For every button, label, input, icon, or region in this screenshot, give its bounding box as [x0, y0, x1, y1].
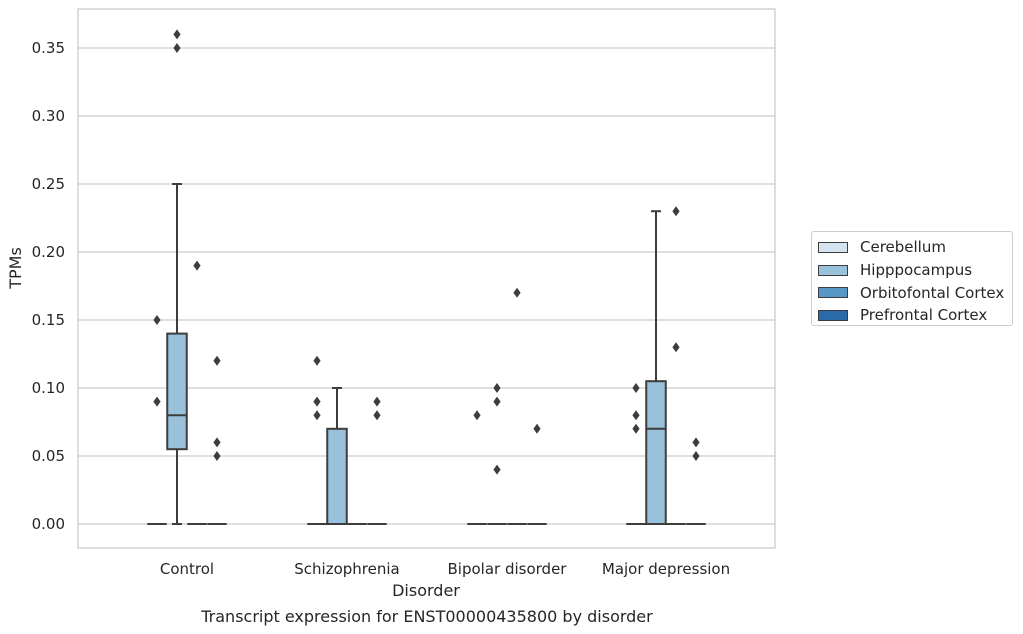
box-group: [307, 355, 327, 525]
plot-frame: [77, 8, 776, 549]
x-axis-label: Disorder: [392, 581, 460, 600]
y-axis-ticks: 0.00 0.05 0.10 0.15 0.20 0.25 0.30 0.35: [32, 39, 65, 533]
outlier-point: [473, 410, 481, 421]
legend-label: Cerebellum: [860, 238, 946, 257]
box: [166, 332, 188, 451]
box-group: [645, 210, 667, 526]
legend-swatch: [818, 241, 848, 253]
legend-swatch: [818, 264, 848, 276]
outlier-point: [493, 383, 501, 393]
outlier-point: [193, 260, 201, 271]
box: [645, 380, 667, 526]
box-group: [666, 206, 686, 525]
legend-label: Prefrontal Cortex: [860, 306, 988, 325]
x-tick-label: Control: [160, 560, 214, 578]
x-tick-label: Schizophrenia: [294, 560, 399, 578]
outlier-point: [213, 451, 221, 461]
y-tick-label: 0.30: [32, 107, 65, 125]
gridlines: [78, 47, 775, 525]
outlier-point: [213, 355, 221, 366]
y-tick-label: 0.15: [32, 311, 65, 329]
y-tick-label: 0.10: [32, 379, 65, 397]
outlier-point: [632, 410, 640, 421]
y-tick-label: 0.25: [32, 175, 65, 193]
box-groups: [147, 29, 706, 526]
outlier-point: [632, 383, 640, 393]
box-group: [147, 315, 167, 525]
outlier-point: [153, 396, 161, 407]
y-axis-label: TPMs: [6, 247, 25, 290]
box: [326, 427, 348, 525]
outlier-point: [173, 43, 181, 53]
box-group: [467, 410, 487, 525]
legend-label: Orbitofontal Cortex: [860, 283, 1005, 302]
box-group: [326, 387, 348, 525]
box-group: [367, 396, 387, 525]
outlier-point: [493, 396, 501, 407]
outlier-point: [313, 396, 321, 407]
legend-item: Hipppocampus: [818, 259, 1012, 282]
legend-label: Hipppocampus: [860, 261, 973, 280]
y-tick-label: 0.20: [32, 243, 65, 261]
legend-item: Cerebellum: [818, 236, 1012, 259]
outlier-point: [313, 410, 321, 421]
x-tick-label: Major depression: [602, 560, 730, 578]
outlier-point: [373, 410, 381, 421]
outlier-point: [672, 342, 680, 353]
legend: Cerebellum Hipppocampus Orbitofontal Corte…: [811, 231, 1013, 326]
outlier-point: [373, 396, 381, 407]
box-group: [527, 423, 547, 525]
box-group: [187, 260, 207, 525]
outlier-point: [672, 206, 680, 217]
outlier-point: [313, 355, 321, 366]
box-group: [166, 29, 188, 525]
chart-caption: Transcript expression for ENST0000043580…: [200, 607, 653, 626]
outlier-point: [213, 437, 221, 448]
x-axis-ticks: Control Schizophrenia Bipolar disorder Majo…: [160, 560, 730, 578]
y-tick-label: 0.35: [32, 39, 65, 57]
outlier-point: [632, 423, 640, 434]
box-group: [507, 287, 527, 525]
outlier-point: [692, 437, 700, 448]
outlier-point: [513, 287, 521, 298]
legend-item: Orbitofontal Cortex: [818, 281, 1012, 304]
outlier-point: [493, 464, 501, 475]
outlier-point: [692, 451, 700, 461]
y-tick-label: 0.05: [32, 447, 65, 465]
legend-swatch: [818, 309, 848, 321]
outlier-point: [153, 315, 161, 325]
legend-swatch: [818, 287, 848, 299]
x-tick-label: Bipolar disorder: [448, 560, 568, 578]
y-tick-label: 0.00: [32, 515, 65, 533]
box-group: [207, 355, 227, 525]
legend-item: Prefrontal Cortex: [818, 304, 1012, 327]
outlier-point: [173, 29, 181, 40]
box-group: [626, 383, 646, 525]
box-group: [487, 383, 507, 525]
outlier-point: [533, 423, 541, 434]
box-group: [686, 437, 706, 525]
